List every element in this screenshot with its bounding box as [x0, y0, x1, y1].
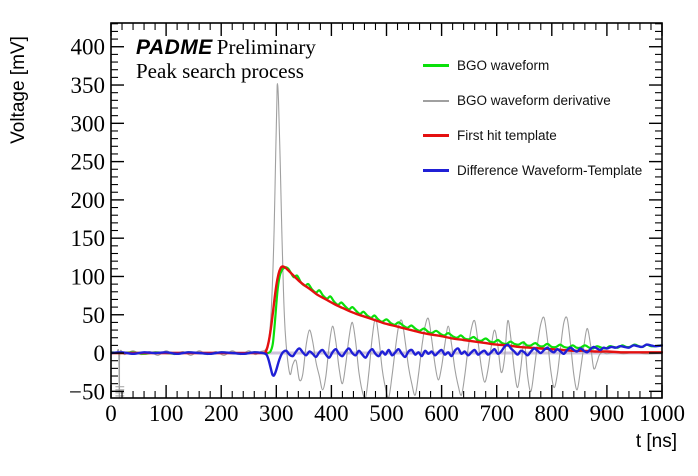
y-tick-label: 250: [71, 150, 106, 175]
legend-label: BGO waveform: [457, 58, 550, 73]
y-tick-label: 300: [71, 111, 106, 136]
axes: 0 100 200 300 400 500 600 700 800 900 1000−5005010…: [69, 22, 685, 426]
y-tick-label: −50: [69, 379, 105, 404]
y-tick-label: 400: [71, 35, 106, 60]
derivative-artifact: [115, 353, 125, 398]
y-tick-label: 200: [71, 188, 106, 213]
y-tick-label: 50: [82, 303, 105, 328]
experiment-name: PADME: [136, 36, 213, 59]
chart-title: PADME Preliminary Peak search process: [136, 37, 316, 82]
x-axis-title: t [ns]: [636, 431, 677, 452]
y-tick-label: 350: [71, 73, 106, 98]
legend-line-sample: [423, 169, 449, 172]
x-tick-label: 500: [369, 401, 404, 426]
legend: BGO waveform BGO waveform derivative First…: [423, 48, 642, 188]
x-tick-label: 400: [314, 401, 349, 426]
x-tick-label: 600: [424, 401, 459, 426]
x-tick-label: 800: [535, 401, 570, 426]
x-tick-label: 0: [105, 401, 117, 426]
legend-line-sample: [423, 64, 449, 67]
series-bgo-waveform: [111, 266, 663, 355]
preliminary-label: Preliminary: [216, 35, 316, 59]
legend-label: First hit template: [457, 128, 557, 143]
y-tick-label: 100: [71, 264, 106, 289]
y-axis-title: Voltage [mV]: [8, 36, 29, 144]
legend-item: BGO waveform: [423, 48, 642, 83]
x-tick-label: 900: [590, 401, 625, 426]
series-layer: [111, 82, 663, 399]
x-tick-label: 700: [479, 401, 514, 426]
legend-item: First hit template: [423, 118, 642, 153]
x-tick-label: 300: [259, 401, 294, 426]
y-tick-label: 150: [71, 226, 106, 251]
legend-label: BGO waveform derivative: [457, 93, 611, 108]
y-tick-label: 0: [94, 341, 106, 366]
x-tick-label: 200: [204, 401, 239, 426]
legend-item: BGO waveform derivative: [423, 83, 642, 118]
legend-line-sample: [423, 134, 449, 137]
series-difference-waveform-template: [111, 343, 663, 377]
legend-item: Difference Waveform-Template: [423, 153, 642, 188]
legend-label: Difference Waveform-Template: [457, 163, 643, 178]
chart-subtitle: Peak search process: [136, 59, 304, 83]
x-tick-label: 100: [149, 401, 184, 426]
x-tick-label: 1000: [639, 401, 685, 426]
series-first-hit-template: [111, 265, 663, 355]
legend-line-sample: [423, 99, 449, 102]
